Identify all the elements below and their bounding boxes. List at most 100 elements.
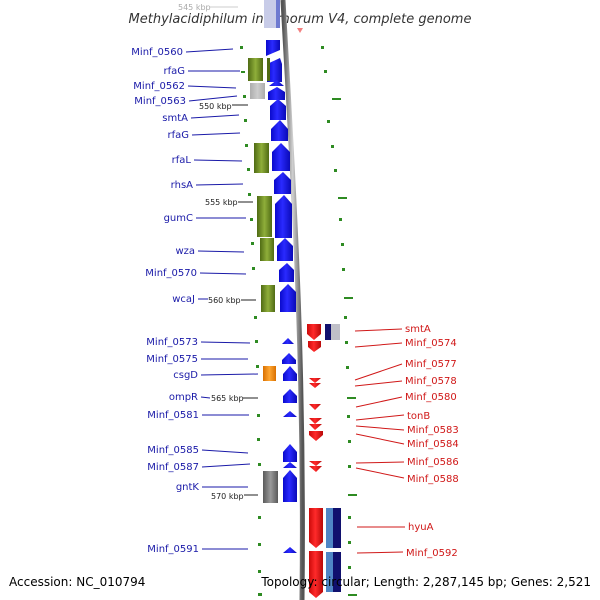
- tick: [258, 593, 262, 596]
- gene-label: Minf_0574: [405, 338, 457, 349]
- gene-arrow: [279, 263, 294, 282]
- tick: [247, 168, 250, 171]
- feature-block: [333, 508, 341, 548]
- gene-label: Minf_0570: [145, 268, 197, 279]
- feature-block: [267, 58, 270, 81]
- tick: [257, 438, 260, 441]
- feature-block: [260, 238, 274, 261]
- green-features: [248, 58, 275, 312]
- leader-line: [185, 48, 234, 53]
- gene-arrow: [309, 378, 321, 383]
- feature-block: [254, 143, 269, 173]
- topology-text: Topology: circular; Length: 2,287,145 bp…: [260, 575, 591, 589]
- gene-label: gntK: [176, 482, 200, 493]
- gene-arrow: [309, 431, 323, 441]
- leader-line: [197, 250, 245, 253]
- tick: [254, 316, 257, 319]
- gene-label: csgD: [173, 370, 198, 381]
- leader-line: [355, 396, 403, 408]
- leader-line: [354, 363, 403, 381]
- forward-genes: [266, 40, 297, 553]
- gene-arrow: [283, 470, 297, 502]
- tick: [251, 242, 254, 245]
- gene-arrow: [283, 462, 297, 468]
- gene-label: Minf_0588: [407, 474, 459, 485]
- gene-label: Minf_0577: [405, 359, 457, 370]
- kbp-label: 545 kbp: [178, 3, 211, 12]
- feature-block: [250, 83, 265, 99]
- gene-arrow: [309, 461, 322, 466]
- tick: [339, 218, 342, 221]
- tick: [342, 268, 345, 271]
- gene-arrow: [307, 324, 321, 340]
- gene-arrow: [276, 0, 280, 28]
- tick: [245, 144, 248, 147]
- gene-label: rfaG: [167, 130, 189, 141]
- leader-line: [354, 380, 403, 387]
- feature-block: [263, 366, 276, 381]
- gene-arrow: [282, 353, 296, 364]
- tick: [348, 594, 357, 596]
- kbp-label: 565 kbp: [211, 394, 244, 403]
- kbp-label: 550 kbp: [199, 102, 232, 111]
- gene-label: wza: [175, 246, 195, 257]
- tick: [258, 463, 261, 466]
- gene-arrow: [264, 0, 276, 28]
- kbp-scale: 545 kbp 550 kbp 555 kbp 560 kbp 565 kbp …: [178, 3, 258, 501]
- gene-label: gumC: [164, 213, 193, 224]
- gene-label: hyuA: [408, 522, 434, 533]
- leader-line: [354, 342, 403, 348]
- tick: [250, 218, 253, 221]
- gene-label: Minf_0580: [405, 392, 457, 403]
- right-labels: smtA Minf_0574 Minf_0577 Minf_0578 Minf_…: [354, 324, 459, 559]
- leader-line: [187, 85, 237, 89]
- gene-label: Minf_0573: [146, 337, 198, 348]
- gene-label: Minf_0560: [131, 47, 183, 58]
- feature-block: [331, 324, 340, 340]
- reverse-genes: [307, 324, 323, 598]
- map-title: Methylacidiphilum infernorum V4, complet…: [129, 12, 472, 27]
- leader-line: [355, 461, 405, 464]
- tick: [346, 366, 349, 369]
- gene-arrow: [277, 238, 293, 261]
- tick: [338, 197, 347, 199]
- gene-arrow: [283, 411, 297, 417]
- leader-line: [193, 159, 243, 162]
- gene-label: Minf_0563: [134, 96, 186, 107]
- kbp-label: 555 kbp: [205, 198, 238, 207]
- leader-line: [355, 414, 405, 421]
- tick: [252, 267, 255, 270]
- gene-label: rfaL: [172, 155, 192, 166]
- gene-arrow: [283, 547, 297, 553]
- leader-line: [201, 449, 249, 454]
- tick: [321, 46, 324, 49]
- gene-label: smtA: [162, 113, 188, 124]
- leader-line: [354, 328, 403, 332]
- tick: [341, 243, 344, 246]
- leader-line: [200, 373, 259, 376]
- tick: [243, 95, 246, 98]
- gene-arrow: [309, 551, 323, 598]
- gene-label: Minf_0578: [405, 376, 457, 387]
- gene-label: Minf_0592: [406, 548, 458, 559]
- tick: [258, 543, 261, 546]
- gene-label: ompR: [169, 392, 198, 403]
- gene-arrow: [309, 424, 322, 430]
- top-genes: [264, 0, 303, 33]
- feature-block: [248, 58, 263, 81]
- tick: [347, 415, 350, 418]
- tick: [257, 414, 260, 417]
- tick: [258, 516, 261, 519]
- gene-arrow: [269, 80, 284, 86]
- tick: [332, 98, 341, 100]
- gene-arrow: [297, 28, 303, 33]
- gene-arrow: [267, 58, 282, 82]
- leader-line: [190, 114, 240, 119]
- tick: [348, 494, 357, 496]
- chromosome-backbone: [280, 0, 305, 600]
- gene-label: Minf_0562: [133, 81, 185, 92]
- gene-label: tonB: [407, 411, 430, 422]
- feature-block: [326, 552, 333, 592]
- gene-arrow: [270, 99, 286, 120]
- feature-block: [261, 285, 275, 312]
